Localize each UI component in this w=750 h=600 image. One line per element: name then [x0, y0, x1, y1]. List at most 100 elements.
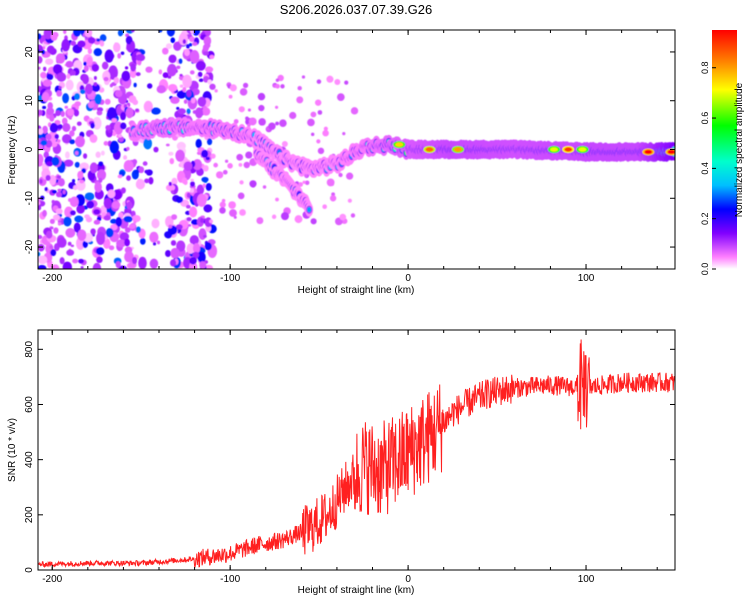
spectral-blob [74, 161, 80, 168]
spectral-blob [80, 266, 84, 269]
spectral-blob [275, 197, 279, 202]
spectral-blob [117, 30, 123, 37]
spectral-blob [147, 83, 153, 89]
spectral-blob [279, 119, 287, 127]
spectral-blob [41, 91, 50, 103]
spectral-blob [98, 177, 103, 183]
spectral-blob [425, 147, 434, 152]
spectral-blob [197, 71, 203, 78]
spectral-blob [49, 114, 55, 122]
spectral-blob [238, 106, 245, 113]
spectral-blob [310, 111, 317, 118]
spectral-blob [316, 139, 321, 144]
colorbar-tick-label: 0.4 [700, 162, 710, 175]
spectral-blob [76, 121, 82, 126]
spectral-blob [149, 231, 159, 243]
spectral-blob [57, 237, 67, 248]
spectral-blob [214, 89, 218, 93]
spectral-blob [233, 215, 237, 219]
spectral-blob [243, 161, 250, 169]
spectral-blob [326, 75, 334, 83]
spectral-blob [135, 108, 140, 112]
spectral-blob [258, 104, 265, 112]
spectral-blob [257, 92, 266, 101]
spectral-blob [75, 135, 85, 148]
spectral-blob [79, 179, 85, 184]
colorbar: 0.0 0.2 0.4 0.6 0.8 Normalized spectral ampl… [700, 30, 745, 275]
spectral-blob [198, 78, 204, 82]
spectral-blob [148, 177, 154, 185]
spectral-blob [275, 121, 279, 126]
spectral-blob [205, 66, 214, 73]
spectral-blob [59, 257, 65, 265]
spectral-blob [70, 70, 76, 76]
spectral-blob [239, 88, 248, 96]
spectral-blob [63, 159, 74, 167]
spectral-blob [118, 265, 127, 269]
spectral-blob [56, 175, 62, 179]
spectral-blob [71, 178, 76, 183]
spectral-blob [249, 180, 257, 188]
spectral-blob [44, 187, 48, 192]
spectral-blob [131, 214, 141, 223]
spectral-blob [42, 209, 47, 217]
spectral-blob [190, 188, 195, 193]
y-tick-label: -20 [24, 239, 35, 254]
spectral-blob [203, 204, 213, 213]
spectral-blob [38, 95, 43, 102]
spectral-blob [103, 141, 109, 146]
spectral-blob [191, 88, 200, 96]
spectral-blob [96, 231, 106, 245]
spectral-blob [132, 256, 138, 265]
spectral-blob [84, 30, 93, 38]
spectral-blob [96, 256, 103, 264]
spectral-blob [182, 39, 187, 45]
spectral-blob [195, 138, 202, 149]
spectral-blob [124, 66, 129, 70]
spectral-blob [66, 108, 75, 116]
spectral-blob [168, 54, 177, 64]
spectral-blob [317, 147, 325, 155]
spectral-blob [74, 92, 81, 101]
spectral-blob [103, 197, 112, 209]
spectral-blob [92, 262, 102, 269]
spectral-blob [179, 84, 184, 88]
spectral-blob [56, 139, 61, 143]
spectral-blob [307, 118, 315, 127]
spectral-blob [66, 73, 71, 80]
spectral-blob [171, 177, 178, 186]
spectral-blob [248, 117, 257, 126]
spectral-blob [156, 240, 161, 245]
spectral-blob [216, 171, 224, 179]
spectral-blob [192, 159, 203, 171]
spectral-blob [72, 258, 79, 264]
spectral-blob [239, 180, 244, 185]
spectral-blob [101, 61, 109, 70]
spectral-blob [165, 184, 176, 192]
spectrogram-x-label: Height of straight line (km) [298, 285, 415, 296]
spectral-blob [124, 251, 134, 263]
spectral-blob [171, 214, 178, 220]
spectral-blob [326, 178, 335, 187]
spectral-blob [165, 43, 173, 50]
spectral-blob [301, 75, 306, 79]
spectral-blob [69, 210, 76, 216]
spectral-blob [73, 222, 81, 233]
spectral-blob [56, 124, 63, 130]
spectral-blob [103, 215, 111, 221]
spectral-blob [121, 187, 126, 194]
spectral-blob [95, 247, 105, 256]
spectral-blob [38, 85, 42, 93]
spectral-blob [98, 161, 104, 167]
y-tick-label: 10 [24, 95, 35, 107]
spectral-blob [132, 99, 139, 106]
spectral-blob [110, 224, 118, 231]
spectral-blob [49, 226, 54, 230]
spectral-blob [133, 82, 137, 88]
spectral-blob [275, 83, 280, 89]
spectral-blob [202, 43, 210, 52]
spectral-blob [170, 240, 177, 246]
spectral-blob [79, 162, 90, 171]
colorbar-gradient [712, 30, 737, 269]
